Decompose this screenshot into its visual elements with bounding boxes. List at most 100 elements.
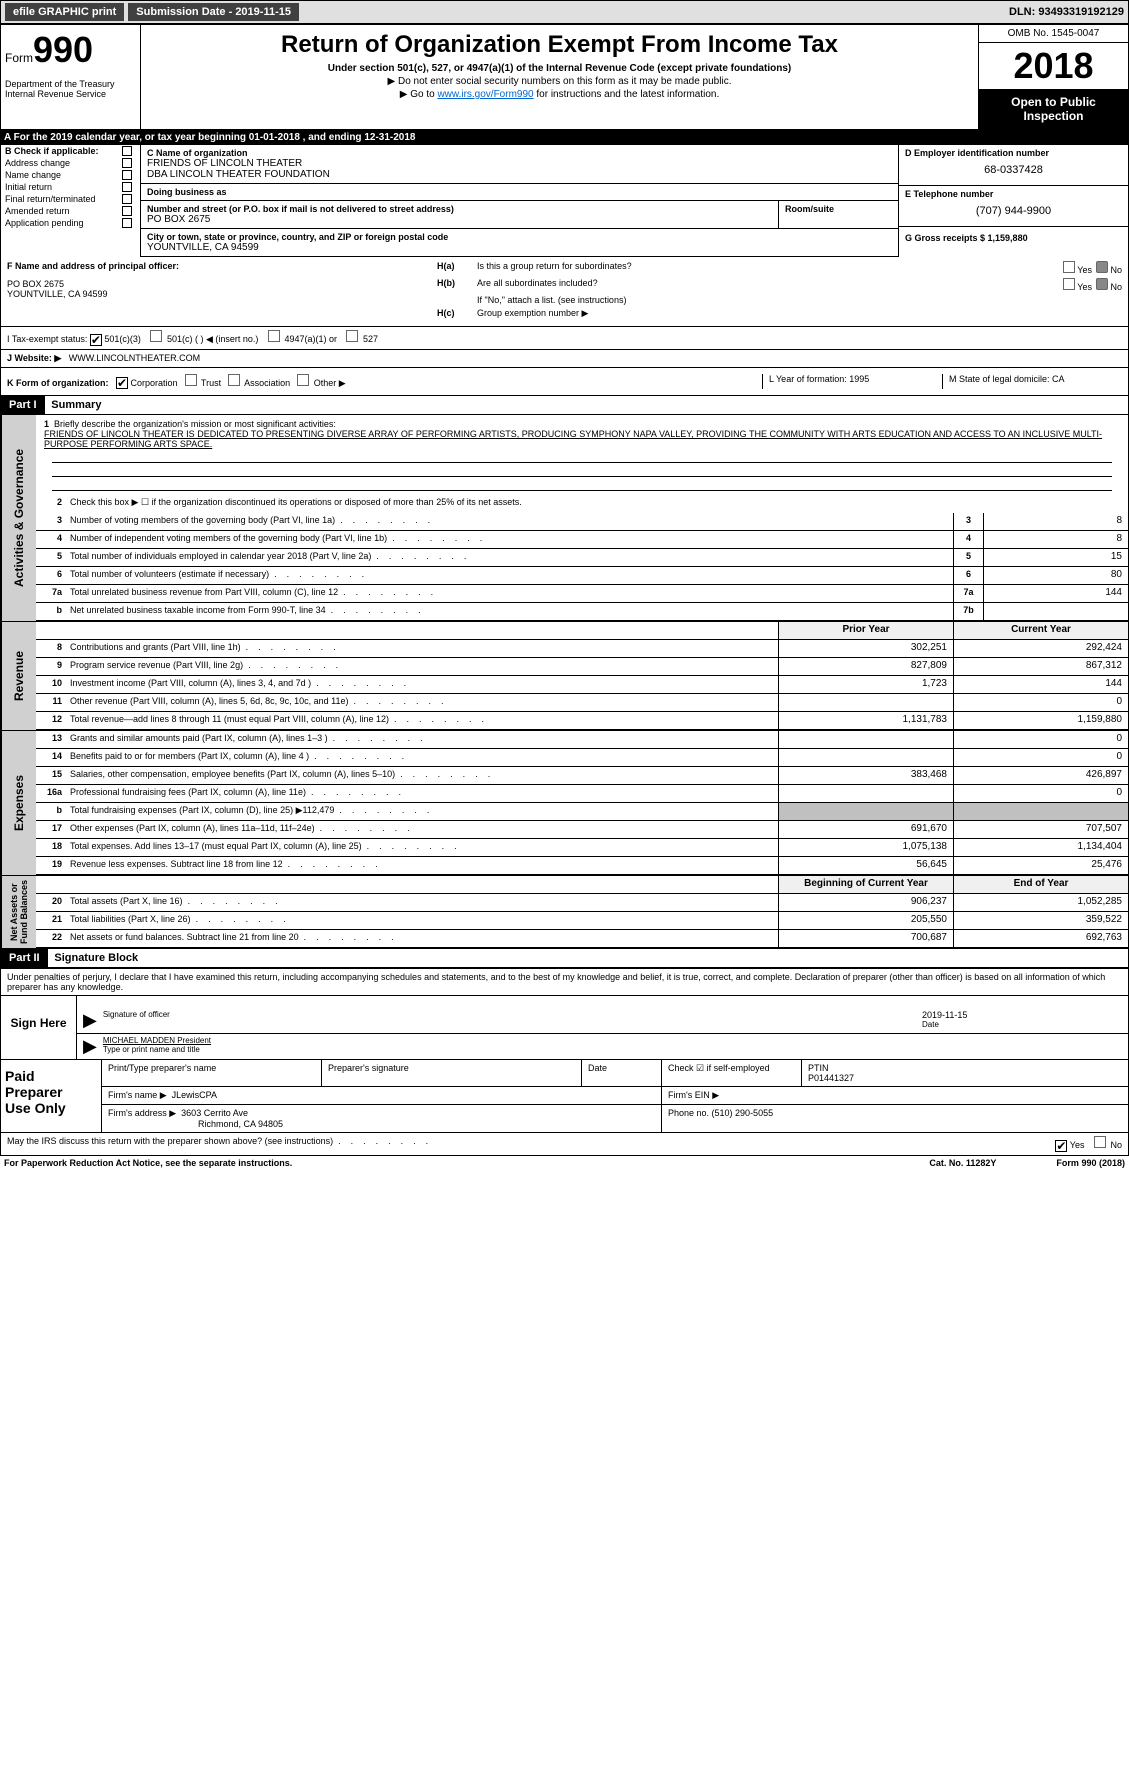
blank-line	[52, 477, 1112, 491]
section-f: F Name and address of principal officer:…	[1, 257, 431, 326]
tax-year: 2018	[979, 43, 1128, 89]
paid-fields: Print/Type preparer's name Preparer's si…	[101, 1060, 1128, 1132]
b-item-label: Address change	[5, 158, 70, 168]
row-prior: 302,251	[778, 640, 953, 657]
b-check-item: Final return/terminated	[1, 193, 140, 205]
row-current: 25,476	[953, 857, 1128, 874]
row-current: 292,424	[953, 640, 1128, 657]
i-opt2: 4947(a)(1) or	[284, 334, 337, 344]
checkbox-icon[interactable]	[122, 158, 132, 168]
row-num: 10	[36, 676, 66, 693]
row-current: 0	[953, 731, 1128, 748]
b-checkbox-icon[interactable]	[122, 146, 132, 156]
irs-link[interactable]: www.irs.gov/Form990	[437, 89, 533, 100]
checkbox-checked-icon[interactable]	[116, 377, 128, 389]
yes-label: Yes	[1070, 1140, 1085, 1150]
checkbox-icon[interactable]	[1094, 1136, 1106, 1148]
phone-label: E Telephone number	[905, 189, 1122, 199]
row-current: 692,763	[953, 930, 1128, 947]
firm-addr-cell: Firm's address ▶ 3603 Cerrito Ave Richmo…	[102, 1105, 662, 1132]
hb-q: Are all subordinates included?	[477, 278, 598, 292]
checkbox-icon[interactable]	[346, 330, 358, 342]
section-l: L Year of formation: 1995	[762, 374, 942, 390]
checkbox-checked-icon[interactable]	[1096, 278, 1108, 290]
section-i: I Tax-exempt status: 501(c)(3) 501(c) ( …	[1, 327, 1128, 349]
row-num: b	[36, 803, 66, 820]
checkbox-icon[interactable]	[122, 170, 132, 180]
f-line1: PO BOX 2675	[7, 279, 425, 289]
checkbox-checked-icon[interactable]	[90, 334, 102, 346]
row-desc: Other expenses (Part IX, column (A), lin…	[66, 821, 778, 838]
header-note1: ▶ Do not enter social security numbers o…	[147, 76, 972, 87]
submission-btn[interactable]: Submission Date - 2019-11-15	[128, 3, 299, 21]
table-row: 15 Salaries, other compensation, employe…	[36, 767, 1128, 785]
row-num: b	[36, 603, 66, 620]
firm-addr1: 3603 Cerrito Ave	[181, 1108, 248, 1118]
firm-ein-label: Firm's EIN ▶	[662, 1087, 1128, 1104]
side-rev: Revenue	[1, 622, 36, 730]
part-ii-num: Part II	[1, 949, 48, 967]
checkbox-icon[interactable]	[122, 218, 132, 228]
row-desc: Total number of individuals employed in …	[66, 549, 953, 566]
checkbox-checked-icon[interactable]	[1096, 261, 1108, 273]
b-check-item: Initial return	[1, 181, 140, 193]
table-row: 16a Professional fundraising fees (Part …	[36, 785, 1128, 803]
note2-post: for instructions and the latest informat…	[534, 89, 720, 100]
row-val: 144	[983, 585, 1128, 602]
name-label: Type or print name and title	[103, 1045, 1122, 1054]
netassets-section: Net Assets or Fund Balances Beginning of…	[0, 875, 1129, 949]
b-item-label: Initial return	[5, 182, 52, 192]
checkbox-icon[interactable]	[1063, 261, 1075, 273]
checkbox-icon[interactable]	[185, 374, 197, 386]
hb-note-row: If "No," attach a list. (see instruction…	[437, 295, 1122, 305]
section-k: K Form of organization: Corporation Trus…	[7, 374, 762, 390]
row-current	[953, 803, 1128, 820]
row-desc: Total assets (Part X, line 16)	[66, 894, 778, 911]
row-current: 1,159,880	[953, 712, 1128, 729]
part-i-header: Part I Summary	[0, 396, 1129, 415]
checkbox-icon[interactable]	[122, 206, 132, 216]
i-label: I Tax-exempt status:	[7, 334, 87, 344]
row-desc: Contributions and grants (Part VIII, lin…	[66, 640, 778, 657]
efile-btn[interactable]: efile GRAPHIC print	[5, 3, 124, 21]
f-label: F Name and address of principal officer:	[7, 261, 425, 271]
row-val	[983, 603, 1128, 620]
dln-text: DLN: 93493319192129	[1009, 6, 1124, 18]
section-bcd: B Check if applicable: Address changeNam…	[0, 145, 1129, 257]
rev-header: Prior Year Current Year	[36, 622, 1128, 640]
checkbox-icon[interactable]	[122, 182, 132, 192]
col-current: Current Year	[953, 622, 1128, 639]
sig-date-label: Date	[922, 1020, 1122, 1029]
checkbox-checked-icon[interactable]	[1055, 1140, 1067, 1152]
hb-label: H(b)	[437, 278, 477, 292]
section-m: M State of legal domicile: CA	[942, 374, 1122, 390]
discuss-text: May the IRS discuss this return with the…	[7, 1136, 428, 1152]
checkbox-icon[interactable]	[122, 194, 132, 204]
row-desc: Other revenue (Part VIII, column (A), li…	[66, 694, 778, 711]
row-desc: Total unrelated business revenue from Pa…	[66, 585, 953, 602]
q2-row: 2 Check this box ▶ ☐ if the organization…	[36, 495, 1128, 513]
hc-q: Group exemption number ▶	[477, 308, 588, 319]
form-number: Form990	[5, 29, 136, 71]
discuss-yesno: Yes No	[1055, 1136, 1122, 1152]
org-name-box: C Name of organization FRIENDS OF LINCOL…	[141, 145, 898, 184]
firm-addr2: Richmond, CA 94805	[198, 1119, 283, 1129]
city-label: City or town, state or province, country…	[147, 232, 892, 242]
table-row: 22 Net assets or fund balances. Subtract…	[36, 930, 1128, 948]
checkbox-icon[interactable]	[228, 374, 240, 386]
part-i-title: Summary	[51, 399, 101, 411]
discuss-row: May the IRS discuss this return with the…	[0, 1133, 1129, 1156]
checkbox-icon[interactable]	[150, 330, 162, 342]
checkbox-icon[interactable]	[297, 374, 309, 386]
f-line2: YOUNTVILLE, CA 94599	[7, 289, 425, 299]
table-row: 5 Total number of individuals employed i…	[36, 549, 1128, 567]
signature-section: Under penalties of perjury, I declare th…	[0, 968, 1129, 1133]
checkbox-icon[interactable]	[1063, 278, 1075, 290]
section-h: H(a) Is this a group return for subordin…	[431, 257, 1128, 326]
row-num: 14	[36, 749, 66, 766]
k-opt2: Association	[244, 378, 290, 388]
col-end: End of Year	[953, 876, 1128, 893]
checkbox-icon[interactable]	[268, 330, 280, 342]
row-desc: Total fundraising expenses (Part IX, col…	[66, 803, 778, 820]
row-prior: 1,075,138	[778, 839, 953, 856]
